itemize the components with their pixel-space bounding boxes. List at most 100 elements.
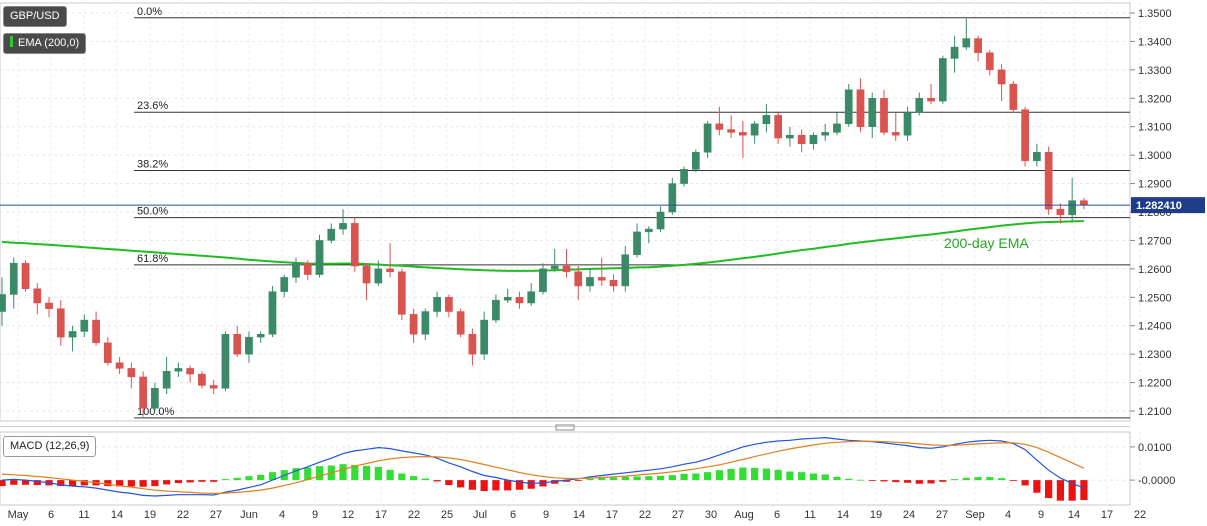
candle-body — [409, 314, 418, 335]
candle-body — [1009, 83, 1018, 110]
candle-body — [256, 334, 265, 338]
candle-body — [280, 277, 289, 292]
macd-histogram-bar — [621, 476, 629, 481]
macd-tag[interactable]: MACD (12,26,9) — [3, 436, 97, 457]
x-tick-label: 12 — [342, 509, 354, 521]
panel-resize-handle — [555, 424, 575, 431]
macd-histogram-bar — [374, 466, 382, 481]
candle-body — [786, 134, 794, 139]
macd-histogram-bar — [798, 472, 806, 481]
indicator-tag-label: EMA (200,0) — [18, 37, 80, 49]
candles-layer — [0, 18, 1088, 417]
indicator-tag[interactable]: EMA (200,0) — [3, 33, 87, 54]
candle-body — [985, 52, 994, 71]
macd-histogram-bar — [868, 480, 876, 481]
x-tick-label: Aug — [734, 509, 754, 521]
candle-body — [656, 211, 665, 230]
macd-histogram-bar — [410, 476, 418, 481]
x-tick-label: 6 — [774, 509, 780, 521]
macd-histogram-bar — [527, 480, 535, 489]
candle-body — [209, 385, 218, 389]
macd-histogram-bar — [174, 480, 182, 484]
candle-body — [56, 308, 65, 338]
macd-histogram-bar — [645, 476, 653, 481]
candle-body — [691, 152, 700, 170]
candle-body — [880, 98, 888, 133]
macd-histogram-bar — [915, 480, 923, 484]
macd-histogram-bar — [80, 480, 88, 486]
candle-body — [21, 262, 30, 290]
x-tick-label: 27 — [672, 509, 684, 521]
macd-histogram-bar — [809, 473, 818, 481]
macd-histogram-bar — [739, 467, 747, 481]
macd-histogram-bar — [986, 477, 994, 481]
macd-histogram-bar — [10, 480, 18, 485]
candle-body — [997, 69, 1006, 85]
macd-histogram-bar — [504, 480, 512, 491]
x-tick-label: 9 — [1038, 509, 1044, 521]
macd-histogram-bar — [139, 480, 147, 487]
candle-body — [1080, 200, 1088, 206]
symbol-tag[interactable]: GBP/USD — [3, 6, 67, 27]
macd-histogram-bar — [704, 472, 712, 481]
candle-body — [609, 279, 618, 287]
macd-histogram-bar — [856, 479, 865, 481]
candle-body — [268, 291, 277, 335]
candle-body — [127, 368, 136, 378]
macd-histogram-bar — [292, 468, 300, 481]
candle-body — [480, 319, 489, 355]
y-tick-label: 1.2700 — [1138, 235, 1172, 247]
candle-body — [374, 268, 383, 284]
x-tick-label: 27 — [210, 509, 222, 521]
candle-body — [562, 265, 571, 272]
macd-histogram-bar — [939, 480, 947, 482]
macd-histogram-bar — [586, 478, 594, 481]
candle-body — [198, 373, 206, 386]
candle-body — [292, 262, 300, 278]
x-tick-label: 25 — [441, 509, 453, 521]
x-tick-label: 22 — [177, 509, 189, 521]
candle-body — [1056, 208, 1065, 216]
macd-histogram-bar — [398, 473, 406, 481]
candle-body — [1068, 200, 1077, 216]
macd-histogram-bar — [163, 480, 171, 485]
macd-histogram-bar — [1080, 480, 1088, 501]
candle-body — [115, 362, 124, 369]
x-tick-label: 30 — [705, 509, 717, 521]
macd-histogram-bar — [445, 480, 453, 486]
candle-body — [844, 89, 853, 125]
macd-histogram-bar — [833, 476, 841, 481]
x-tick-label: 14 — [837, 509, 849, 521]
candle-body — [550, 265, 559, 270]
candle-body — [868, 98, 877, 127]
macd-histogram-bar — [1045, 480, 1053, 499]
candle-body — [303, 262, 312, 275]
macd-histogram-bar — [880, 480, 888, 482]
macd-histogram-bar — [668, 475, 676, 481]
x-tick-label: 27 — [936, 509, 948, 521]
macd-histogram-bar — [0, 480, 6, 487]
candle-body — [515, 297, 524, 304]
fibonacci-levels: 0.0% 23.6% 38.2% 50.0% 61.8% 100.0% — [134, 6, 1130, 419]
macd-histogram-bar — [892, 480, 900, 483]
macd-histogram-bar — [762, 468, 770, 481]
candle-body — [503, 297, 512, 301]
candle-body — [750, 123, 759, 136]
candle-body — [574, 271, 583, 287]
macd-histogram-bar — [1056, 480, 1064, 501]
candle-body — [974, 38, 982, 54]
macd-histogram-bar — [33, 480, 41, 486]
y-tick-label: 1.2900 — [1138, 179, 1172, 191]
fib-label: 50.0% — [137, 206, 168, 218]
macd-histogram-bar — [304, 467, 312, 481]
candle-body — [833, 123, 841, 133]
candle-body — [445, 297, 453, 312]
candle-body — [680, 169, 688, 184]
y-tick-label: 1.3400 — [1138, 36, 1172, 48]
candle-body — [421, 311, 430, 335]
macd-histogram-bar — [221, 479, 230, 481]
candle-body — [233, 334, 242, 355]
axes-layer: 1.3500 1.3400 1.3300 1.3200 1.3100 1.3000 1.29… — [0, 8, 1205, 521]
candle-body — [774, 115, 783, 139]
candle-body — [856, 89, 865, 127]
